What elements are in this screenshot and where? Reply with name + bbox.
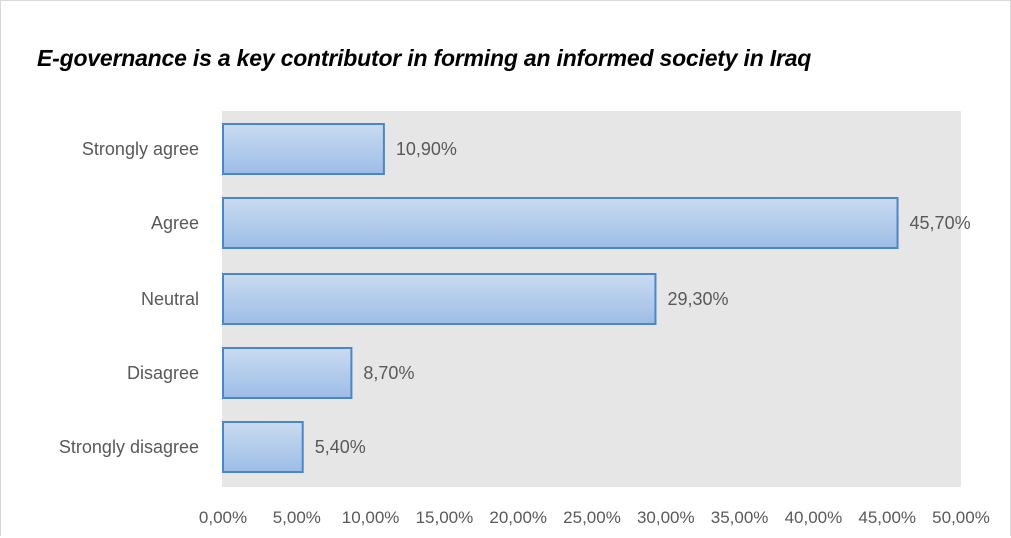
category-label-strongly-agree: Strongly agree bbox=[82, 139, 199, 159]
bar-disagree bbox=[222, 347, 353, 399]
data-label-neutral: 29,30% bbox=[667, 289, 728, 309]
data-label-strongly-disagree: 5,40% bbox=[315, 437, 366, 457]
category-label-disagree: Disagree bbox=[127, 363, 199, 383]
x-tick-label: 5,00% bbox=[273, 508, 321, 527]
bar-neutral bbox=[222, 273, 657, 325]
x-tick-label: 0,00% bbox=[199, 508, 247, 527]
x-tick-label: 15,00% bbox=[416, 508, 474, 527]
x-tick-label: 25,00% bbox=[563, 508, 621, 527]
x-tick-label: 20,00% bbox=[489, 508, 547, 527]
category-label-agree: Agree bbox=[151, 213, 199, 233]
data-label-agree: 45,70% bbox=[910, 213, 971, 233]
x-tick-label: 50,00% bbox=[932, 508, 990, 527]
bar-strongly-disagree bbox=[222, 421, 304, 473]
x-tick-label: 35,00% bbox=[711, 508, 769, 527]
x-tick-label: 40,00% bbox=[785, 508, 843, 527]
x-tick-label: 30,00% bbox=[637, 508, 695, 527]
data-label-disagree: 8,70% bbox=[363, 363, 414, 383]
x-tick-label: 45,00% bbox=[858, 508, 916, 527]
data-label-strongly-agree: 10,90% bbox=[396, 139, 457, 159]
category-label-strongly-disagree: Strongly disagree bbox=[59, 437, 199, 457]
x-tick-label: 10,00% bbox=[342, 508, 400, 527]
bar-agree bbox=[222, 197, 899, 249]
chart-title: E-governance is a key contributor in for… bbox=[37, 45, 812, 71]
bar-strongly-agree bbox=[222, 123, 385, 175]
category-label-neutral: Neutral bbox=[141, 289, 199, 309]
